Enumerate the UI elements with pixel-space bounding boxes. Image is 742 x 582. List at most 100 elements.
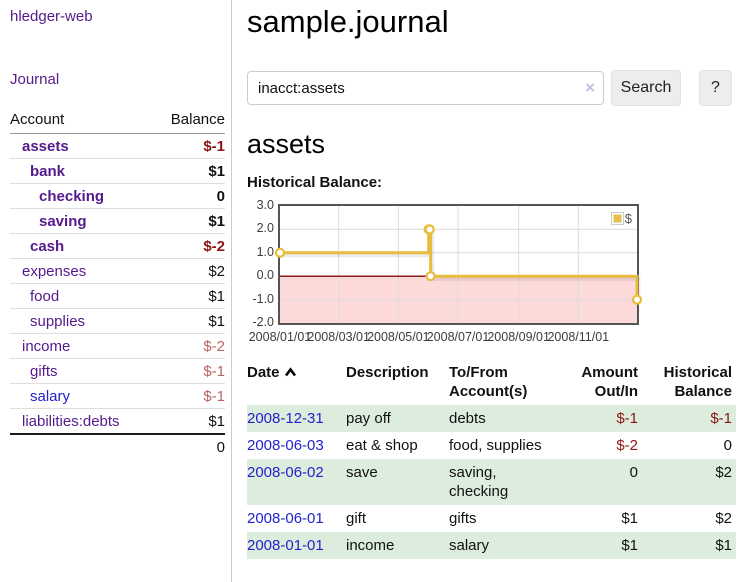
accounts-header-row: Account Balance xyxy=(10,108,225,134)
transaction-date-link[interactable]: 2008-06-02 xyxy=(247,464,324,481)
transaction-row[interactable]: 2008-01-01 income salary $1 $1 xyxy=(247,532,736,559)
chart-xtick-label: 2008/05/01 xyxy=(367,330,430,344)
account-row: supplies $1 xyxy=(10,308,225,334)
journal-link[interactable]: Journal xyxy=(10,71,60,88)
accounts-header-account: Account xyxy=(10,108,154,134)
historical-balance-chart: $ 3.0 2.0 1.0 0.0 -1.0 -2.0 2008/01/01 2008/03/… xyxy=(247,197,736,347)
transaction-amount: $1 xyxy=(621,510,638,527)
account-row: gifts $-1 xyxy=(10,358,225,384)
account-balance: $-1 xyxy=(153,133,225,159)
account-heading: assets xyxy=(247,129,326,159)
transaction-balance: 0 xyxy=(723,437,732,454)
transaction-balance: $2 xyxy=(715,510,732,527)
clear-search-icon[interactable]: × xyxy=(585,78,595,97)
transaction-accounts: debts xyxy=(449,410,486,427)
account-link[interactable]: salary xyxy=(30,387,71,405)
register-header-row: Date Description To/From Account(s) Amou… xyxy=(247,361,736,405)
help-button[interactable]: ? xyxy=(699,70,732,106)
account-link[interactable]: income xyxy=(22,337,71,355)
account-balance: 0 xyxy=(153,183,225,209)
account-row: liabilities:debts $1 xyxy=(10,408,225,435)
transaction-description: income xyxy=(346,537,395,554)
transaction-amount: 0 xyxy=(629,464,638,481)
search-form: × Search ? xyxy=(247,70,736,106)
account-link[interactable]: assets xyxy=(22,137,69,155)
search-input[interactable] xyxy=(247,71,604,105)
transaction-description: pay off xyxy=(346,410,391,427)
chart-ytick-label: 1.0 xyxy=(256,244,274,259)
accounts-total-row: 0 xyxy=(10,433,225,459)
register-header-balance[interactable]: Historical Balance xyxy=(663,364,732,400)
transaction-row[interactable]: 2008-12-31 pay off debts $-1 $-1 xyxy=(247,405,736,432)
account-balance: $-1 xyxy=(153,358,225,384)
legend-swatch-icon xyxy=(610,212,624,225)
transaction-accounts: saving, checking xyxy=(449,464,509,500)
transaction-description: save xyxy=(346,464,378,481)
account-link[interactable]: supplies xyxy=(30,312,86,330)
search-box: × xyxy=(247,71,604,105)
transaction-amount: $1 xyxy=(621,537,638,554)
transaction-row[interactable]: 2008-06-02 save saving, checking 0 $2 xyxy=(247,459,736,505)
account-balance: $-1 xyxy=(153,383,225,409)
main-content: sample.journal × Search ? assets Histori… xyxy=(232,0,742,582)
account-balance: $1 xyxy=(153,158,225,184)
register-header-amount[interactable]: Amount Out/In xyxy=(581,364,638,400)
transaction-accounts: gifts xyxy=(449,510,477,527)
account-balance: $1 xyxy=(153,308,225,334)
chart-xtick-label: 2008/11/01 xyxy=(547,330,610,344)
chart-legend: $ xyxy=(609,210,633,227)
account-row: salary $-1 xyxy=(10,383,225,409)
account-balance: $1 xyxy=(153,283,225,309)
account-link[interactable]: food xyxy=(30,287,60,305)
transaction-row[interactable]: 2008-06-01 gift gifts $1 $2 xyxy=(247,505,736,532)
app-title-link[interactable]: hledger-web xyxy=(10,8,93,25)
account-row: cash $-2 xyxy=(10,233,225,259)
chart-xtick-label: 2008/03/01 xyxy=(307,330,370,344)
chart-xtick-label: 2008/09/01 xyxy=(487,330,550,344)
account-row: income $-2 xyxy=(10,333,225,359)
search-button[interactable]: Search xyxy=(611,70,681,106)
account-balance: $2 xyxy=(153,258,225,284)
accounts-header-balance: Balance xyxy=(153,108,225,134)
chart-ytick-label: 0.0 xyxy=(256,268,274,283)
account-link[interactable]: saving xyxy=(39,212,87,230)
account-row: food $1 xyxy=(10,283,225,309)
transaction-date-link[interactable]: 2008-06-01 xyxy=(247,510,324,527)
transaction-balance: $-1 xyxy=(710,410,732,427)
account-row: bank $1 xyxy=(10,158,225,184)
account-link[interactable]: liabilities:debts xyxy=(22,412,120,430)
account-row: expenses $2 xyxy=(10,258,225,284)
account-balance: $-2 xyxy=(153,233,225,259)
account-link[interactable]: gifts xyxy=(30,362,58,380)
account-balance: $-2 xyxy=(153,333,225,359)
transaction-accounts: food, supplies xyxy=(449,437,542,454)
legend-label: $ xyxy=(624,211,632,226)
chart-title: Historical Balance: xyxy=(247,174,383,191)
chart-ytick-label: 3.0 xyxy=(256,198,274,212)
transaction-amount: $-2 xyxy=(616,437,638,454)
chart-ytick-label: 2.0 xyxy=(256,221,274,236)
account-link[interactable]: cash xyxy=(30,237,65,255)
chart-plot-area: $ xyxy=(274,204,643,325)
account-link[interactable]: checking xyxy=(39,187,105,205)
transaction-date-link[interactable]: 2008-01-01 xyxy=(247,537,324,554)
transaction-description: eat & shop xyxy=(346,437,418,454)
transaction-accounts: salary xyxy=(449,537,490,554)
accounts-table: Account Balance assets $-1 bank $1 checking 0… xyxy=(10,108,225,459)
account-link[interactable]: expenses xyxy=(22,262,87,280)
transaction-date-link[interactable]: 2008-06-03 xyxy=(247,437,324,454)
account-link[interactable]: bank xyxy=(30,162,66,180)
register-header-date[interactable]: Date xyxy=(247,361,346,405)
transaction-balance: $2 xyxy=(715,464,732,481)
account-balance: $1 xyxy=(153,208,225,234)
register-table: Date Description To/From Account(s) Amou… xyxy=(247,361,736,559)
register-header-accounts[interactable]: To/From Account(s) xyxy=(449,364,528,400)
transaction-row[interactable]: 2008-06-03 eat & shop food, supplies $-2 0 xyxy=(247,432,736,459)
transaction-amount: $-1 xyxy=(616,410,638,427)
transaction-balance: $1 xyxy=(715,537,732,554)
transaction-description: gift xyxy=(346,510,367,527)
register-header-description[interactable]: Description xyxy=(346,364,429,381)
transaction-date-link[interactable]: 2008-12-31 xyxy=(247,410,324,427)
account-balance: $1 xyxy=(153,408,225,435)
